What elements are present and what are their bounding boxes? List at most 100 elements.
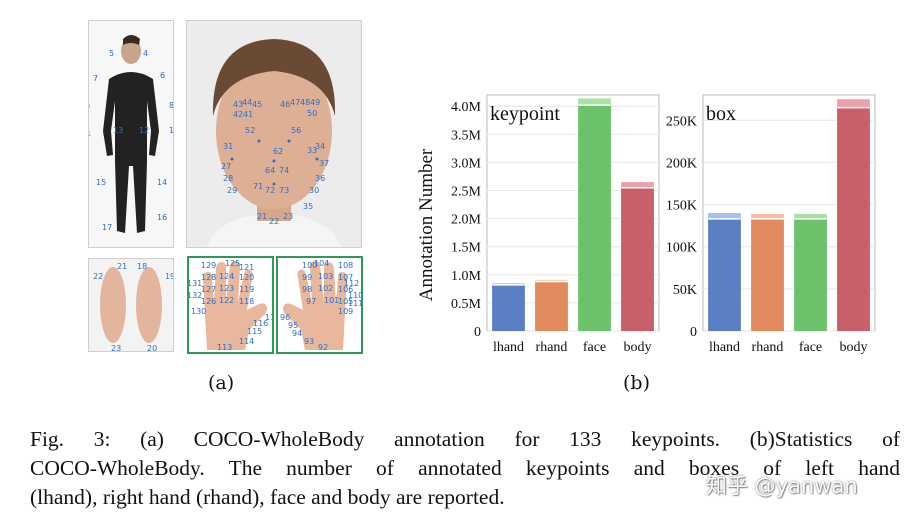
kp-label: 12: [139, 126, 149, 135]
kp-label: 8: [169, 101, 173, 110]
y-tick-label: 100K: [666, 241, 697, 256]
kp-label: 19: [165, 272, 173, 281]
kp-label: 52: [245, 126, 255, 135]
kp-label: 4: [143, 49, 148, 58]
y-tick-label: 2.0M: [451, 213, 482, 228]
x-tick-label: body: [624, 340, 652, 355]
shirt-shape: [207, 213, 341, 247]
kp-label: 15: [96, 178, 106, 187]
kp-label: 21: [257, 212, 267, 221]
hair-shape: [212, 39, 336, 116]
kp-label: 44: [242, 98, 252, 107]
kp-label: 122: [219, 296, 234, 305]
face-figure: 43 44 45 46 47 48 49 50 42 41 52 56 62 6…: [207, 39, 341, 247]
panel-a-label: (a): [208, 372, 235, 394]
kp-label: 73: [279, 186, 289, 195]
kp-label: 42: [233, 110, 243, 119]
keypoint-chart: 0 0.5M 1.0M 1.5M 2.0M 2.5M 3.0M 3.5M 4.0M lhand rh…: [451, 94, 660, 355]
kp-dot: [287, 139, 291, 143]
kp-label: 124: [219, 272, 234, 281]
kp-dot: [230, 157, 234, 161]
right-foot-shape: [136, 267, 162, 343]
kp-label: 103: [318, 272, 333, 281]
kp-label: 107: [338, 273, 353, 282]
kp-label: 46: [280, 100, 290, 109]
bar-annotated: [621, 187, 654, 331]
x-tick-label: body: [840, 340, 868, 355]
kp-label: 56: [291, 126, 301, 135]
kp-label: 102: [318, 284, 333, 293]
y-tick-label: 0: [690, 325, 697, 340]
hand-shape: [203, 260, 268, 350]
kp-label: 14: [157, 178, 167, 187]
kp-label: 98: [302, 285, 312, 294]
kp-label: 30: [309, 186, 319, 195]
kp-label: 37: [319, 159, 329, 168]
caption-line-3: (lhand), right hand (rhand), face and bo…: [30, 485, 505, 509]
kp-label: 97: [306, 297, 316, 306]
kp-label: 71: [253, 182, 263, 191]
face-keypoint-labels: 43 44 45 46 47 48 49 50 42 41 52 56 62 6…: [221, 98, 329, 226]
kp-label: 105: [338, 297, 353, 306]
kp-label: 45: [252, 100, 262, 109]
kp-label: 95: [288, 321, 298, 330]
y-tick-label: 200K: [666, 156, 697, 171]
y-tick-label: 0.5M: [451, 297, 482, 312]
kp-label: 94: [292, 329, 302, 338]
x-tick-label: lhand: [493, 340, 524, 355]
kp-label: 72: [265, 186, 275, 195]
caption-line-1: Fig. 3: (a) COCO-WholeBody annotation fo…: [30, 427, 900, 451]
right-hand-figure: 100 104 108 99 103 107 98 102 106 97 101…: [280, 259, 361, 352]
bar-annotated: [578, 105, 611, 331]
bar-annotated: [751, 218, 784, 331]
kp-dot: [257, 139, 261, 143]
kp-label: 101: [324, 296, 339, 305]
face-keypoint-dots: [230, 139, 319, 186]
kp-label: 36: [315, 174, 325, 183]
kp-label: 116: [253, 319, 268, 328]
y-tick-label: 1.0M: [451, 269, 482, 284]
feet-figure: 22 21 18 19 23 20: [93, 262, 173, 351]
kp-label: 22: [93, 272, 103, 281]
kp-label: 106: [338, 285, 353, 294]
kp-label: 104: [314, 259, 329, 268]
hair-shape: [123, 35, 140, 45]
kp-label: 34: [315, 142, 325, 151]
statistics-charts: Annotation Number 0 0.5M 1.0M 1.5M 2.0M 2.5M 3…: [416, 94, 876, 355]
watermark: 知乎 @yanwan: [706, 474, 858, 498]
box-chart: 0 50K 100K 150K 200K 250K lhand rhand face body bo…: [666, 94, 876, 355]
y-tick-label: 250K: [666, 114, 697, 129]
kp-dot: [272, 182, 276, 186]
body-figure: 5 4 7 6 9 8 11 13 12 10 15 14 17 16: [89, 35, 173, 233]
left-foot-shape: [100, 267, 126, 343]
kp-label: 127: [201, 285, 216, 294]
kp-label: 93: [304, 337, 314, 346]
kp-label: 100: [302, 261, 317, 270]
kp-label: 126: [201, 297, 216, 306]
kp-label: 125: [225, 259, 240, 268]
kp-label: 16: [157, 213, 167, 222]
kp-label: 50: [307, 109, 317, 118]
kp-label: 23: [111, 344, 121, 351]
kp-label: 18: [137, 262, 147, 271]
feet-keypoint-photo: 22 21 18 19 23 20: [88, 258, 174, 352]
kp-label: 121: [239, 263, 254, 272]
kp-label: 23: [283, 212, 293, 221]
kp-label: 21: [117, 262, 127, 271]
kp-label: 109: [338, 307, 353, 316]
y-tick-label: 3.5M: [451, 128, 482, 143]
kp-label: 9: [89, 102, 90, 111]
body-keypoint-labels: 5 4 7 6 9 8 11 13 12 10 15 14 17 16: [89, 49, 173, 232]
kp-label: 10: [169, 126, 173, 135]
kp-label: 112: [344, 279, 359, 288]
kp-label: 6: [160, 71, 165, 80]
kp-label: 27: [221, 162, 231, 171]
kp-label: 17: [102, 223, 112, 232]
head-shape: [121, 38, 141, 64]
kp-label: 131: [189, 279, 202, 288]
face-keypoint-photo: 43 44 45 46 47 48 49 50 42 41 52 56 62 6…: [186, 20, 362, 248]
kp-label: 5: [109, 49, 114, 58]
kp-label: 35: [303, 202, 313, 211]
kp-label: 111: [348, 299, 361, 308]
caption-line-2: COCO-WholeBody. The number of annotated …: [30, 456, 900, 480]
